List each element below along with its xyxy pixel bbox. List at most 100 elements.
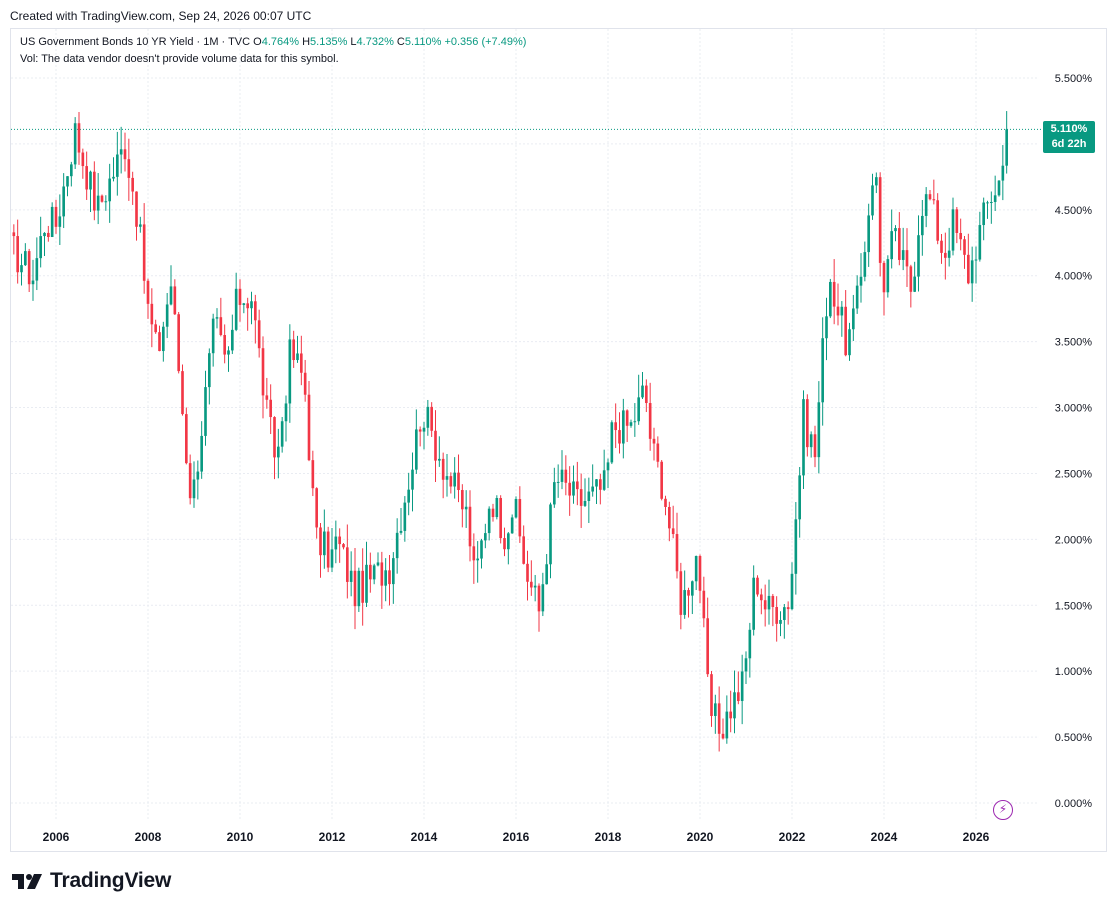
candle-body [898,228,901,260]
high-label: H [302,36,311,48]
candle-body [783,607,786,620]
candle-body [89,171,92,190]
candle-body [119,149,123,155]
candle-body [365,564,368,603]
candle-body [85,166,88,190]
y-tick-label: 3.000% [1055,403,1093,415]
candle-body [139,224,142,227]
candle-body [702,590,706,619]
candle-body [269,399,272,418]
y-tick-label: 3.500% [1055,337,1093,349]
candle-body [533,585,537,588]
y-tick-label: 4.000% [1055,271,1093,283]
candle-body [522,536,525,564]
candle-body [495,497,499,518]
candle-body [967,254,970,284]
candle-body [20,265,23,273]
candle-body [162,326,165,352]
candle-body [430,406,433,431]
symbol-title: US Government Bonds 10 YR Yield · 1M · T… [20,36,251,48]
candle-body [426,406,430,428]
candle-body [277,446,280,458]
x-tick-label: 2026 [963,830,990,844]
candle-body [530,581,533,588]
candle-body [514,498,518,518]
candle-body [848,329,851,356]
candle-body [158,332,161,352]
change-value: +0.356 (+7.49%) [444,36,527,48]
candle-body [633,421,637,423]
candle-body [273,417,276,458]
candle-body [464,506,468,510]
candle-body [775,606,778,624]
candle-body [878,177,882,263]
candle-body [357,570,361,607]
candle-body [131,177,134,192]
candle-body [553,482,556,505]
candle-body [280,421,284,447]
candle-body [315,488,318,528]
candle-body [537,585,541,612]
candle-body [510,517,514,534]
candle-body [376,562,380,566]
x-tick-label: 2022 [779,830,806,844]
candle-body [951,209,955,251]
candle-body [579,489,583,506]
candle-body [721,733,725,739]
y-tick-label: 0.500% [1055,732,1093,744]
candle-body [813,434,817,458]
candle-body [54,206,58,227]
candle-body [257,320,261,349]
candle-body [27,251,31,285]
candle-body [123,149,127,160]
candle-body [928,194,932,200]
candle-body [142,224,146,281]
tradingview-logo[interactable]: TradingView [12,869,171,893]
candle-body [978,225,982,260]
candle-body [150,303,154,325]
candle-body [192,479,196,499]
candle-body [986,202,989,204]
candle-body [526,563,529,582]
candle-body [395,532,399,559]
candle-body [104,201,108,203]
candle-body [334,536,338,550]
candle-body [234,288,238,330]
candle-body [852,308,855,330]
candle-body [242,303,246,305]
candle-body [936,200,939,241]
tradingview-logo-icon [12,874,42,889]
candle-body [58,216,62,227]
candle-body [760,594,763,601]
candle-body [790,573,794,610]
candle-body [679,571,683,615]
candle-body [955,209,959,233]
x-tick-label: 2008 [135,830,162,844]
candle-body [905,250,909,267]
candle-body [418,429,422,432]
candle-body [541,584,545,612]
y-tick-label: 2.500% [1055,468,1093,480]
candle-body [549,504,552,565]
candle-body [836,306,840,316]
candle-body [748,629,752,659]
candle-body [319,527,322,556]
candle-body [698,556,702,591]
candle-body [744,658,748,672]
candle-body [710,674,713,716]
candle-body [568,482,571,496]
candle-body [146,280,150,304]
candle-body [656,443,660,462]
candle-body [944,252,947,258]
candle-body [62,186,65,217]
x-tick-label: 2016 [503,830,530,844]
x-tick-label: 2014 [411,830,438,844]
candle-body [307,394,311,461]
candle-body [66,176,69,187]
candle-body [970,260,974,284]
lightning-icon[interactable]: ⚡ [993,800,1013,820]
candle-body [108,178,111,202]
candle-body [449,476,453,487]
candle-body [840,306,844,316]
